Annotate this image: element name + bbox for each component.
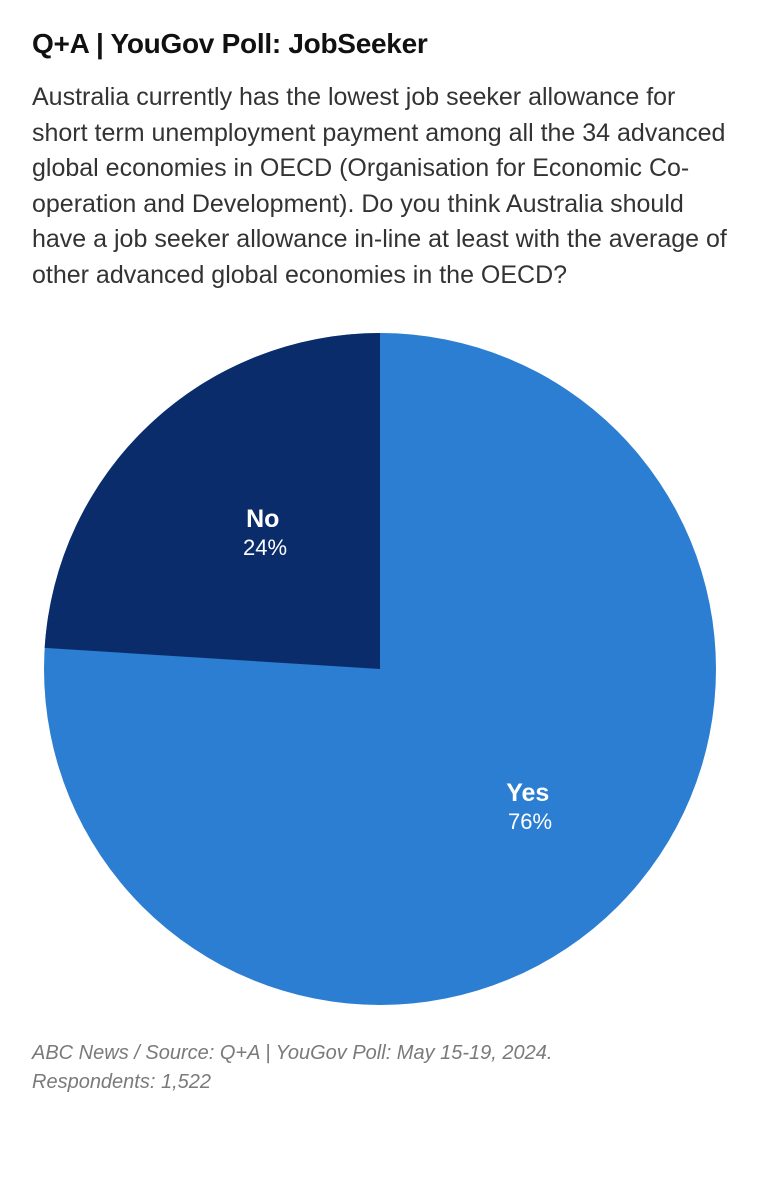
pie-label-yes: Yes 76% (506, 779, 554, 834)
poll-question: Australia currently has the lowest job s… (32, 80, 727, 293)
pie-chart: No 24% Yes 76% (40, 329, 720, 1009)
poll-card: Q+A | YouGov Poll: JobSeeker Australia c… (0, 0, 759, 1129)
pie-label-yes-name: Yes (506, 779, 549, 807)
footer-respondents: Respondents: 1,522 (32, 1071, 211, 1093)
pie-slice-no (44, 333, 379, 669)
footer-source: ABC News / Source: Q+A | YouGov Poll: Ma… (32, 1042, 552, 1064)
pie-label-yes-pct: 76% (507, 809, 551, 834)
pie-chart-container: No 24% Yes 76% (32, 329, 727, 1009)
pie-label-no-name: No (246, 505, 279, 533)
pie-label-no-pct: 24% (242, 535, 286, 560)
poll-footer: ABC News / Source: Q+A | YouGov Poll: Ma… (32, 1039, 727, 1097)
poll-title: Q+A | YouGov Poll: JobSeeker (32, 28, 727, 60)
